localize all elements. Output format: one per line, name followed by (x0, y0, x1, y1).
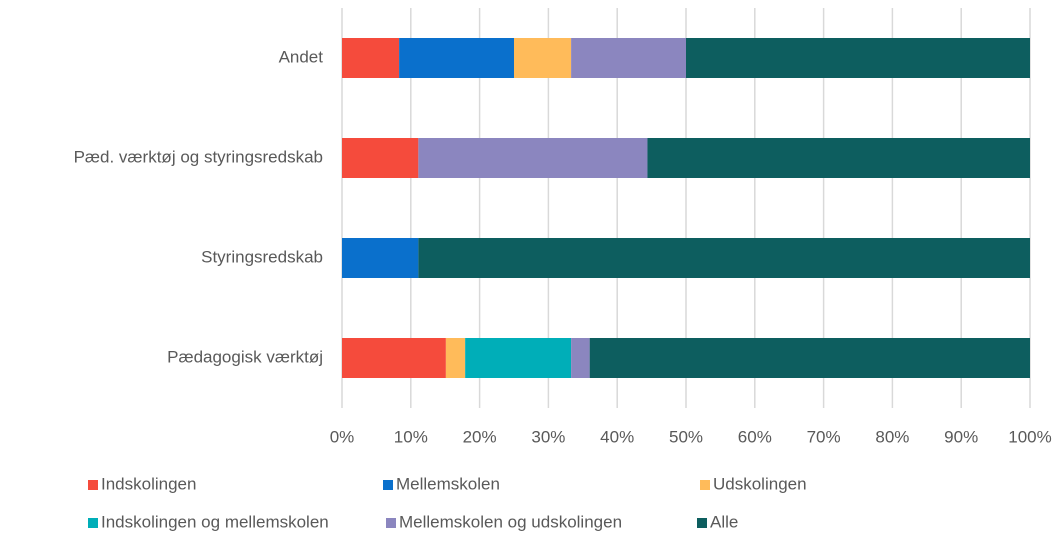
legend-label: Mellemskolen (396, 474, 500, 493)
y-tick-label: Pæd. værktøj og styringsredskab (74, 147, 323, 166)
bar-segment (399, 38, 514, 78)
legend-swatch (700, 480, 710, 490)
x-tick-label: 20% (463, 427, 497, 446)
x-tick-label: 60% (738, 427, 772, 446)
bar-segment (571, 338, 590, 378)
legend-swatch (88, 518, 98, 528)
bar-segment (342, 338, 446, 378)
bar-segment (342, 238, 419, 278)
bar-segment (445, 338, 466, 378)
bar-segment (418, 238, 1030, 278)
legend-swatch (697, 518, 707, 528)
bar-segment (647, 138, 1030, 178)
bar-segment (686, 38, 1030, 78)
x-tick-label: 70% (807, 427, 841, 446)
x-tick-label: 10% (394, 427, 428, 446)
y-tick-label: Andet (279, 47, 324, 66)
legend-swatch (88, 480, 98, 490)
bar-segment (342, 138, 419, 178)
legend-label: Alle (710, 512, 738, 531)
y-tick-label: Pædagogisk værktøj (167, 347, 323, 366)
legend-swatch (386, 518, 396, 528)
bar-segment (571, 38, 686, 78)
legend-label: Indskolingen (101, 474, 196, 493)
legend-swatch (383, 480, 393, 490)
legend-label: Mellemskolen og udskolingen (399, 512, 622, 531)
bar-segment (418, 138, 648, 178)
legend-label: Udskolingen (713, 474, 807, 493)
bar-segment (465, 338, 572, 378)
x-tick-label: 40% (600, 427, 634, 446)
y-tick-label: Styringsredskab (201, 247, 323, 266)
legend-label: Indskolingen og mellemskolen (101, 512, 329, 531)
bar-segment (514, 38, 572, 78)
bar-segment (589, 338, 1030, 378)
x-tick-label: 100% (1008, 427, 1051, 446)
x-tick-label: 0% (330, 427, 355, 446)
x-tick-label: 50% (669, 427, 703, 446)
x-tick-label: 80% (875, 427, 909, 446)
x-tick-label: 30% (531, 427, 565, 446)
x-tick-label: 90% (944, 427, 978, 446)
bar-segment (342, 38, 400, 78)
